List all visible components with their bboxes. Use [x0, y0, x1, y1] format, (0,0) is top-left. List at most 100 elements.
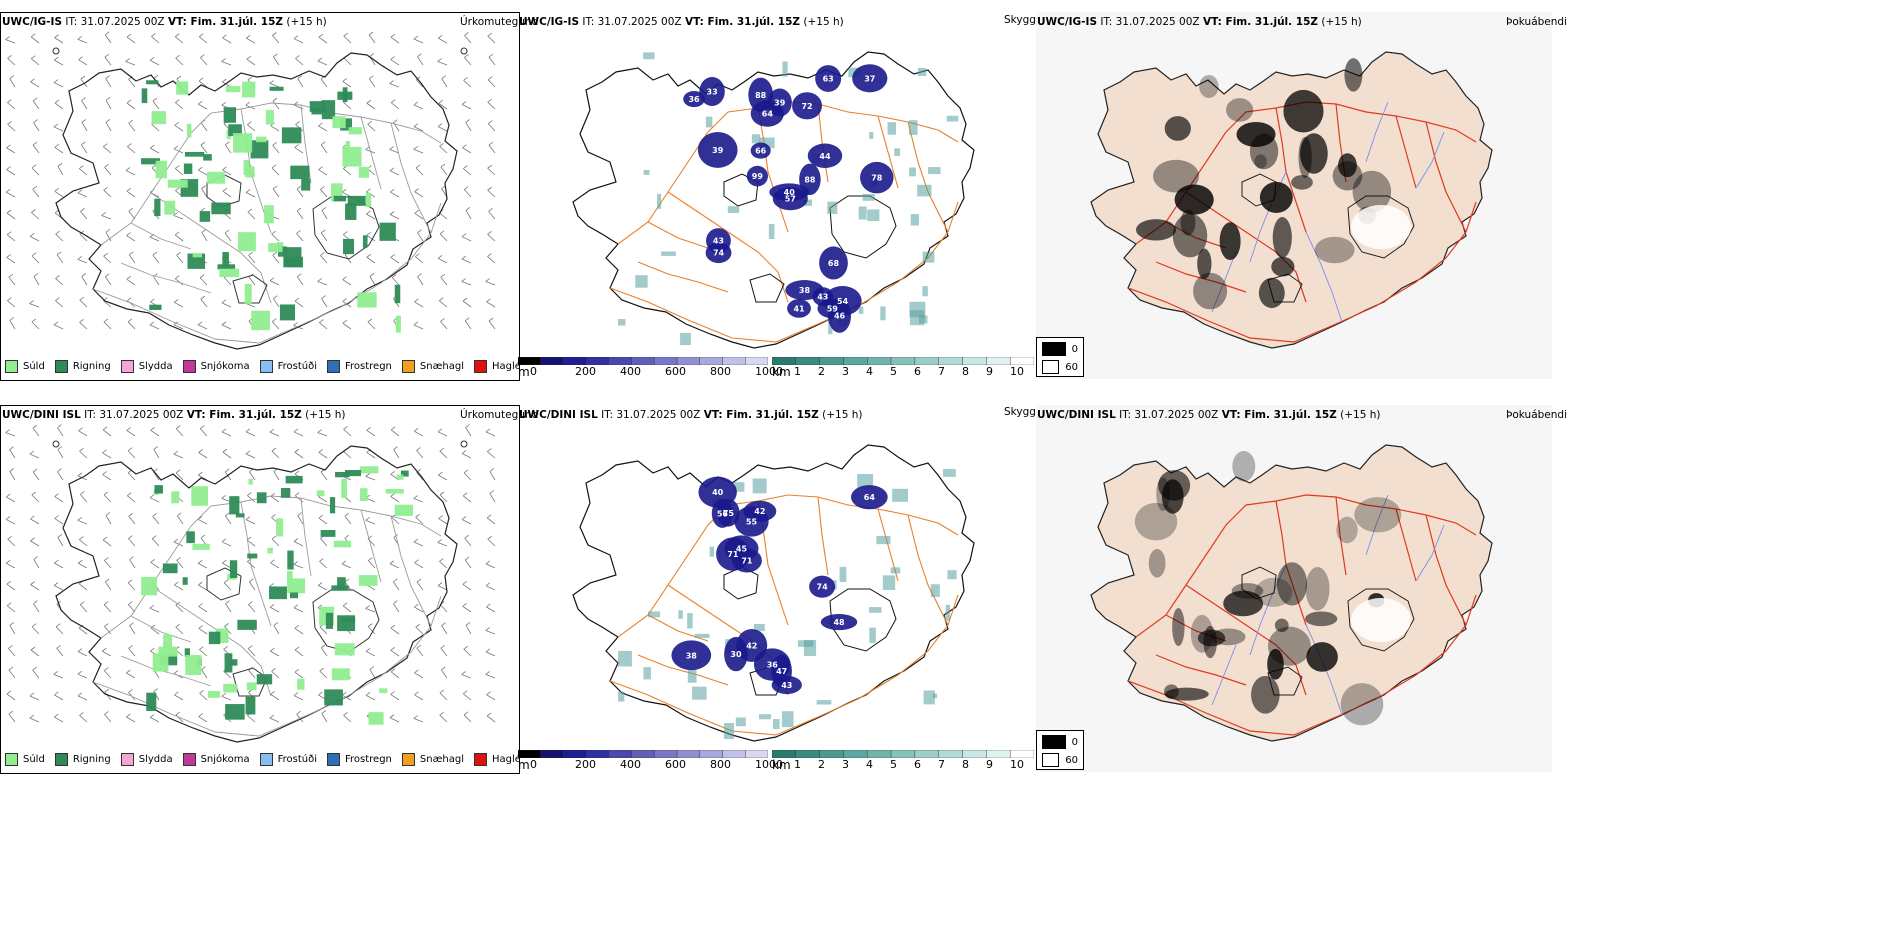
wind-barb: [126, 275, 136, 286]
legend-label: Frostregn: [345, 361, 392, 372]
cloudbase-label: 41: [793, 304, 805, 313]
panel-precip-type-row2: Súld Rigning Slydda Snjókoma Frostúði Frostre…: [0, 405, 520, 774]
legend-item-3: Snjókoma: [182, 360, 250, 373]
fog-legend-0-label: 0: [1071, 343, 1078, 355]
wind-barb: [30, 33, 40, 44]
cloudbase-label: 40: [712, 488, 724, 497]
wind-barb: [486, 514, 496, 525]
precip-cell: [290, 592, 298, 599]
wind-barb: [248, 252, 256, 264]
wind-barb: [199, 646, 208, 657]
cloudbase-label: 63: [823, 75, 834, 84]
wind-barb: [438, 515, 448, 525]
cloudbase-label: 43: [713, 237, 724, 246]
cloudbase-label: 42: [754, 507, 765, 516]
wind-barb: [150, 559, 160, 569]
wind-barb: [6, 209, 16, 220]
wind-barb: [128, 512, 136, 525]
visibility-cell: [890, 567, 901, 574]
wind-barb: [342, 78, 352, 88]
visibility-cell: [876, 536, 891, 545]
cloudbase-cell: [769, 183, 810, 201]
road-line: [92, 595, 442, 737]
colorbar-m-tick: 0: [530, 758, 537, 771]
wind-barb: [320, 186, 328, 198]
wind-barb: [367, 120, 376, 132]
wind-barb: [461, 450, 472, 459]
visibility-cell: [618, 650, 632, 667]
wind-barb: [271, 318, 280, 330]
legend-label: Haglél: [492, 361, 519, 372]
legend-item-0: Súld: [5, 360, 45, 373]
wind-barb: [366, 253, 376, 264]
wind-barb: [29, 450, 40, 459]
precip-cell: [358, 166, 370, 178]
wind-barb: [33, 600, 40, 613]
wind-barb: [462, 580, 472, 591]
wind-barb: [152, 251, 160, 264]
iceland-map-fog-row2: [1036, 405, 1552, 772]
wind-barb: [31, 318, 40, 330]
precip-cell: [154, 198, 161, 217]
road-line: [1425, 121, 1467, 233]
colorbar-km-swatch: [914, 750, 939, 758]
wind-barb: [296, 230, 304, 242]
fog-legend-60-label: 60: [1065, 754, 1078, 766]
wind-barb: [150, 624, 160, 635]
wind-barb: [293, 35, 304, 44]
wind-barb: [6, 580, 16, 591]
precip-cell: [360, 466, 379, 474]
legend-item-3: Snjókoma: [182, 753, 250, 766]
precip-cell: [186, 123, 192, 138]
visibility-cell: [678, 610, 683, 619]
colorbar-km-tick: 6: [914, 758, 921, 771]
colorbar-cloudbase-row2: m 0 200 400 600 800 1000: [518, 750, 783, 772]
wind-barb: [389, 80, 400, 88]
wind-barb: [487, 98, 496, 110]
wind-barb: [103, 667, 112, 679]
wind-barb: [102, 471, 112, 481]
road-line: [120, 262, 212, 294]
wind-barb: [127, 469, 136, 481]
colorbar-km-tick: 9: [986, 758, 993, 771]
wind-barb: [246, 55, 256, 66]
cloudbase-label: 64: [762, 110, 774, 119]
wind-barb: [126, 232, 136, 242]
fog-cell: [1158, 470, 1191, 501]
cloudbase-cell: [706, 228, 731, 254]
wind-barb: [79, 712, 88, 723]
wind-barb: [198, 471, 208, 481]
road-line: [150, 192, 272, 304]
wind-barb: [320, 468, 328, 481]
wind-barb: [201, 185, 208, 198]
wind-barb: [222, 187, 232, 198]
river-line: [1305, 231, 1343, 323]
legend-swatch: [401, 753, 415, 766]
road-line: [1335, 496, 1347, 576]
fog-cell: [1344, 58, 1363, 92]
road-line: [1135, 494, 1477, 638]
wind-barb: [101, 647, 112, 657]
wind-barb: [128, 207, 136, 220]
precip-cell: [183, 163, 193, 174]
wind-barb: [103, 491, 112, 503]
colorbar-km-unit: km: [772, 758, 791, 772]
wind-barb: [127, 318, 136, 330]
road-line: [92, 202, 442, 344]
wind-barb: [487, 230, 496, 242]
visibility-cell: [657, 193, 662, 209]
wind-barb: [464, 32, 472, 44]
precip-cell: [248, 478, 253, 485]
wind-barb: [485, 278, 496, 286]
precip-cell: [182, 577, 188, 585]
wind-barb: [270, 647, 280, 657]
road-line: [360, 509, 382, 583]
road-line: [617, 494, 959, 638]
wind-barb: [437, 539, 448, 547]
colorbar-km-swatch: [867, 357, 892, 365]
wind-barb: [81, 97, 88, 110]
wind-barb: [30, 78, 40, 88]
wind-barb: [413, 321, 424, 330]
visibility-cell: [869, 627, 876, 644]
panel-visibility-row1: 44 39 38 72 59 64 57 63 74 88 54 37 43 36 41 43 78 99 46 39…: [518, 12, 1036, 379]
